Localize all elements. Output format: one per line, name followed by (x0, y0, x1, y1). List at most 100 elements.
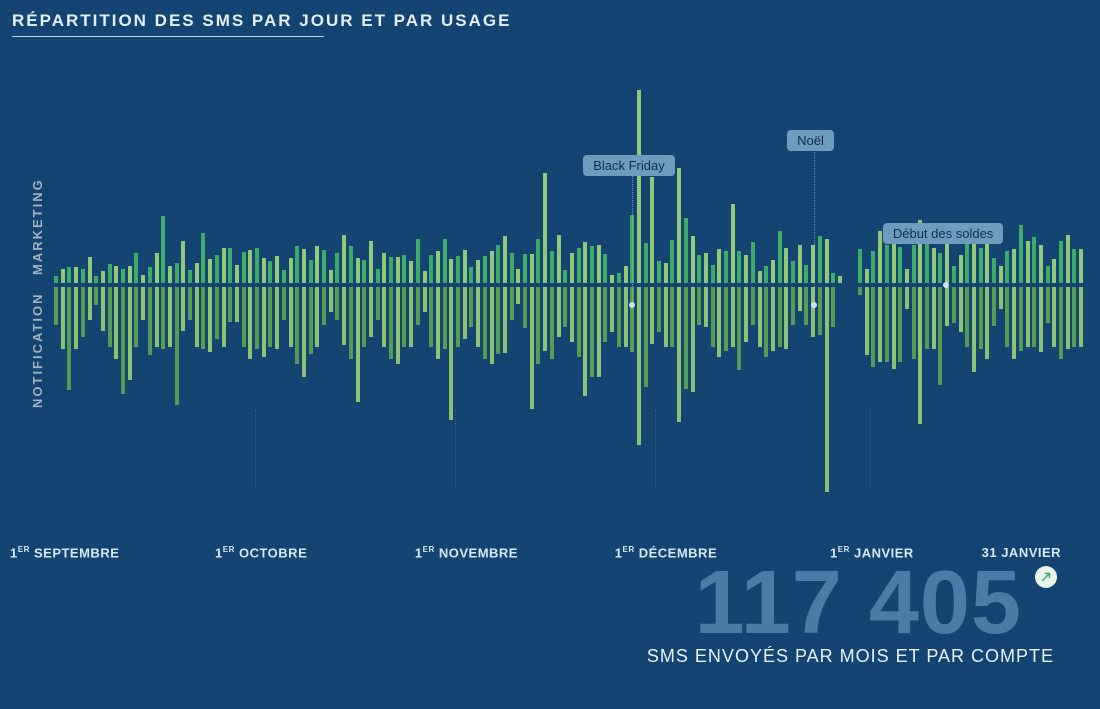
bar-notification (731, 287, 735, 347)
bar-marketing (892, 240, 896, 283)
bar-marketing (778, 231, 782, 283)
bar-marketing (1052, 259, 1056, 283)
bar-notification (804, 287, 808, 325)
bar-marketing (208, 259, 212, 283)
bar-marketing (443, 239, 447, 283)
bar-notification (925, 287, 929, 349)
bar-marketing (322, 250, 326, 283)
month-gridline (870, 410, 871, 490)
bar-notification (483, 287, 487, 359)
title-underline (12, 36, 324, 37)
bar-marketing (630, 215, 634, 283)
bar-notification (88, 287, 92, 320)
bar-marketing (516, 269, 520, 283)
bar-notification (918, 287, 922, 424)
bar-marketing (101, 271, 105, 283)
bar-notification (282, 287, 286, 320)
bar-notification (711, 287, 715, 347)
trend-up-icon (1035, 566, 1057, 588)
bar-marketing (429, 255, 433, 283)
bar-notification (570, 287, 574, 342)
bar-notification (222, 287, 226, 347)
bar-notification (684, 287, 688, 389)
bar-notification (188, 287, 192, 320)
bar-marketing (697, 255, 701, 283)
bar-marketing (67, 267, 71, 283)
bar-marketing (784, 248, 788, 283)
bar-marketing (329, 270, 333, 283)
bar-notification (215, 287, 219, 339)
bar-marketing (222, 248, 226, 283)
bar-marketing (181, 241, 185, 283)
bar-notification (878, 287, 882, 362)
bar-marketing (1005, 251, 1009, 283)
bar-marketing (215, 255, 219, 283)
bar-notification (597, 287, 601, 377)
bar-marketing (1072, 249, 1076, 283)
bar-notification (356, 287, 360, 402)
bar-marketing (275, 256, 279, 283)
bar-notification (228, 287, 232, 322)
month-gridline (655, 410, 656, 490)
bar-marketing (175, 263, 179, 283)
bar-marketing (610, 275, 614, 283)
bar-notification (208, 287, 212, 352)
bar-notification (255, 287, 259, 349)
bar-notification (1052, 287, 1056, 347)
bar-marketing (871, 251, 875, 283)
bar-notification (429, 287, 433, 347)
bar-notification (74, 287, 78, 349)
bar-notification (469, 287, 473, 327)
bar-marketing (570, 253, 574, 283)
bar-notification (1032, 287, 1036, 347)
bar-marketing (885, 245, 889, 283)
bar-marketing (409, 261, 413, 283)
bar-marketing (469, 267, 473, 283)
bar-notification (603, 287, 607, 342)
bar-marketing (670, 240, 674, 283)
bar-marketing (449, 259, 453, 283)
bar-marketing (510, 253, 514, 283)
bar-marketing (838, 276, 842, 283)
bar-notification (737, 287, 741, 370)
bar-notification (778, 287, 782, 347)
bar-notification (637, 287, 641, 445)
bar-notification (168, 287, 172, 347)
bar-notification (262, 287, 266, 357)
bar-marketing (905, 269, 909, 283)
bar-notification (248, 287, 252, 359)
bar-marketing (550, 251, 554, 283)
bar-notification (543, 287, 547, 351)
big-number-caption: SMS ENVOYÉS PAR MOIS ET PAR COMPTE (647, 646, 1054, 667)
bar-notification (389, 287, 393, 359)
bar-marketing (617, 273, 621, 283)
bar-marketing (242, 252, 246, 283)
bar-marketing (188, 270, 192, 283)
bar-marketing (155, 253, 159, 283)
bar-marketing (577, 248, 581, 283)
bar-notification (811, 287, 815, 337)
bar-notification (349, 287, 353, 359)
bar-notification (771, 287, 775, 351)
bar-notification (523, 287, 527, 328)
bar-marketing (134, 253, 138, 283)
bar-marketing (664, 263, 668, 283)
bar-marketing (315, 246, 319, 283)
bar-marketing (228, 248, 232, 283)
bar-marketing (804, 265, 808, 283)
bar-notification (610, 287, 614, 332)
bar-notification (496, 287, 500, 354)
bar-marketing (289, 258, 293, 283)
bar-marketing (201, 233, 205, 283)
bar-notification (865, 287, 869, 355)
bar-notification (892, 287, 896, 369)
bar-notification (315, 287, 319, 347)
bar-notification (449, 287, 453, 420)
bar-marketing (932, 248, 936, 283)
bar-marketing (416, 239, 420, 283)
month-gridline (255, 410, 256, 490)
bar-notification (1019, 287, 1023, 351)
bar-marketing (94, 276, 98, 283)
bar-marketing (396, 257, 400, 283)
bar-notification (979, 287, 983, 349)
